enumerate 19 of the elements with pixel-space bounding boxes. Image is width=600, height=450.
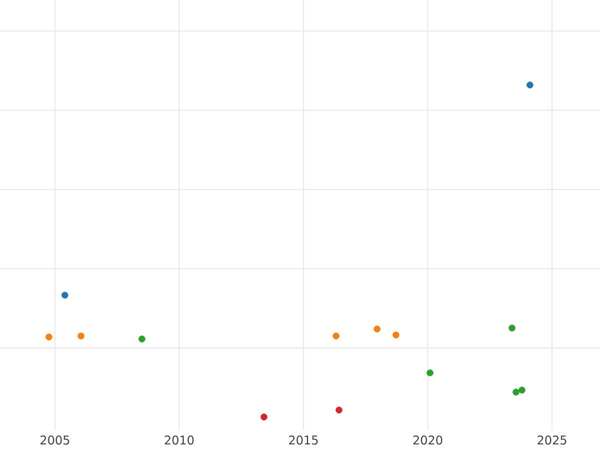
point (526, 82, 534, 88)
point (138, 336, 146, 342)
x-tick-label: 2020 (413, 436, 442, 445)
point (78, 332, 84, 340)
x-tick-label: 2005 (40, 436, 70, 445)
point (392, 332, 400, 338)
point (512, 388, 520, 396)
point (426, 369, 434, 376)
point (518, 386, 526, 394)
point (508, 324, 516, 332)
x-tick-label: 2015 (289, 436, 318, 445)
x-tick-label: 2025 (538, 436, 566, 445)
x-tick-label: 2010 (164, 436, 194, 445)
point (374, 326, 380, 332)
point (336, 406, 342, 414)
point (332, 332, 340, 340)
point (61, 292, 68, 299)
point (260, 414, 268, 420)
point (46, 334, 52, 340)
